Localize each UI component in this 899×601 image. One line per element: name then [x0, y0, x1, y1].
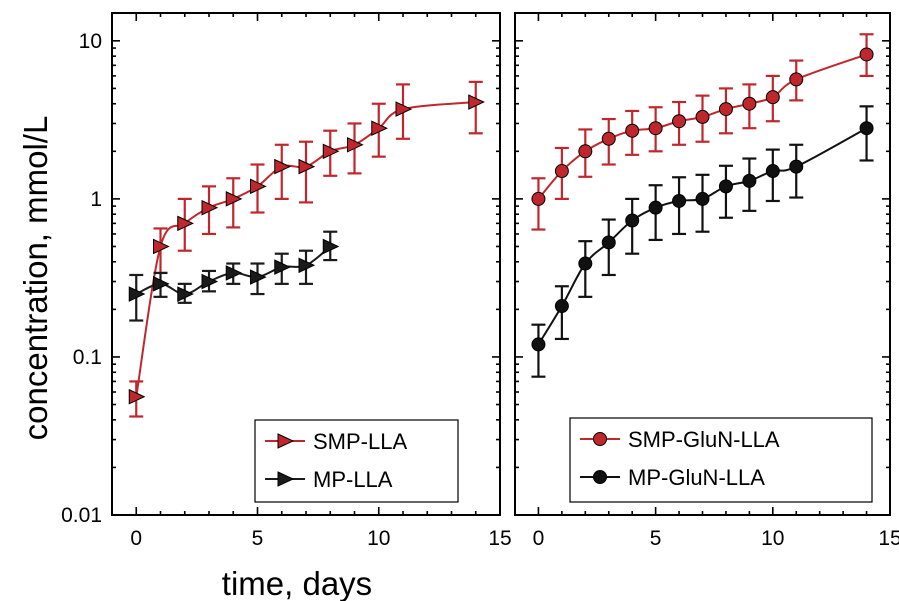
error-bar	[274, 143, 289, 200]
data-point	[347, 136, 364, 153]
data-point	[250, 269, 267, 285]
data-point	[177, 215, 194, 232]
legend: SMP-GluN-LLA MP-GluN-LLA	[569, 417, 873, 503]
data-point	[128, 388, 146, 405]
data-point	[250, 178, 267, 195]
x-tick-label: 10	[761, 527, 784, 550]
x-tick-label: 5	[650, 527, 662, 550]
y-tick-label: 0.01	[61, 504, 102, 527]
y-axis-label: concentration, mmol/L	[17, 116, 54, 441]
data-point	[695, 191, 710, 206]
y-tick-label: 10	[79, 30, 102, 53]
legend-label: SMP-LLA	[313, 429, 407, 454]
data-point	[177, 286, 194, 302]
data-point	[789, 72, 804, 87]
data-point	[468, 94, 485, 110]
data-point	[531, 337, 546, 352]
data-point	[153, 238, 170, 255]
y-tick-label: 0.1	[73, 346, 102, 369]
legend-label: MP-LLA	[313, 467, 393, 492]
series-SMP-GluN-LLA	[531, 33, 874, 231]
x-tick-label: 15	[878, 527, 899, 550]
data-point	[298, 158, 316, 175]
data-point	[859, 121, 874, 136]
legend-marker	[593, 432, 607, 446]
data-point	[322, 238, 340, 255]
data-point	[648, 121, 663, 136]
data-point	[371, 120, 388, 136]
legend-label: MP-GluN-LLA	[628, 465, 765, 490]
series-MP-LLA	[128, 230, 340, 322]
data-point	[765, 164, 780, 179]
legend-box	[569, 417, 873, 503]
data-point	[395, 101, 413, 117]
x-tick-label: 15	[488, 527, 511, 550]
x-tick-label: 10	[367, 527, 390, 550]
error-bar	[299, 140, 313, 204]
legend: SMP-LLA MP-LLA	[254, 419, 459, 503]
data-point	[128, 286, 146, 302]
data-point	[322, 143, 340, 160]
x-tick-label: 0	[130, 527, 142, 550]
data-point	[531, 191, 546, 206]
right-panel: 0 5 10 15 SMP-GluN-LLA MP-GluN-LLA	[514, 12, 899, 550]
data-point	[672, 193, 687, 208]
data-point	[298, 257, 316, 274]
x-axis-label: time, days	[222, 565, 372, 601]
data-point	[695, 109, 710, 124]
data-point	[765, 90, 780, 105]
data-point	[201, 199, 219, 216]
series-MP-GluN-LLA	[531, 105, 874, 378]
legend-box	[254, 419, 459, 503]
data-point	[742, 96, 757, 111]
data-point	[153, 276, 170, 292]
data-point	[859, 47, 874, 62]
x-tick-label: 0	[533, 527, 545, 550]
data-point	[225, 191, 243, 207]
data-point	[648, 200, 663, 215]
data-point	[274, 259, 291, 275]
legend-label: SMP-GluN-LLA	[628, 427, 780, 452]
data-point	[742, 173, 757, 188]
data-point	[578, 256, 593, 271]
legend-marker	[277, 471, 295, 487]
data-point	[601, 235, 616, 250]
data-point	[789, 159, 804, 174]
data-point	[672, 114, 687, 129]
y-tick-label: 1	[90, 188, 102, 211]
data-point	[625, 123, 640, 138]
data-point	[274, 158, 291, 175]
data-point	[718, 102, 733, 117]
left-panel: 0 5 10 15 0.01 0.1 1 10 SMP-LLA MP-LLA	[61, 12, 512, 550]
data-point	[554, 299, 569, 314]
data-point	[578, 144, 593, 159]
legend-marker	[593, 470, 607, 484]
data-point	[601, 131, 616, 146]
x-tick-label: 5	[252, 527, 264, 550]
series-line	[537, 127, 868, 345]
data-point	[201, 273, 219, 290]
series-SMP-LLA	[128, 80, 485, 418]
error-bar	[468, 80, 483, 135]
data-point	[625, 213, 640, 228]
data-point	[225, 265, 243, 281]
data-point	[718, 179, 733, 194]
data-point	[554, 164, 569, 179]
legend-marker	[277, 433, 295, 449]
